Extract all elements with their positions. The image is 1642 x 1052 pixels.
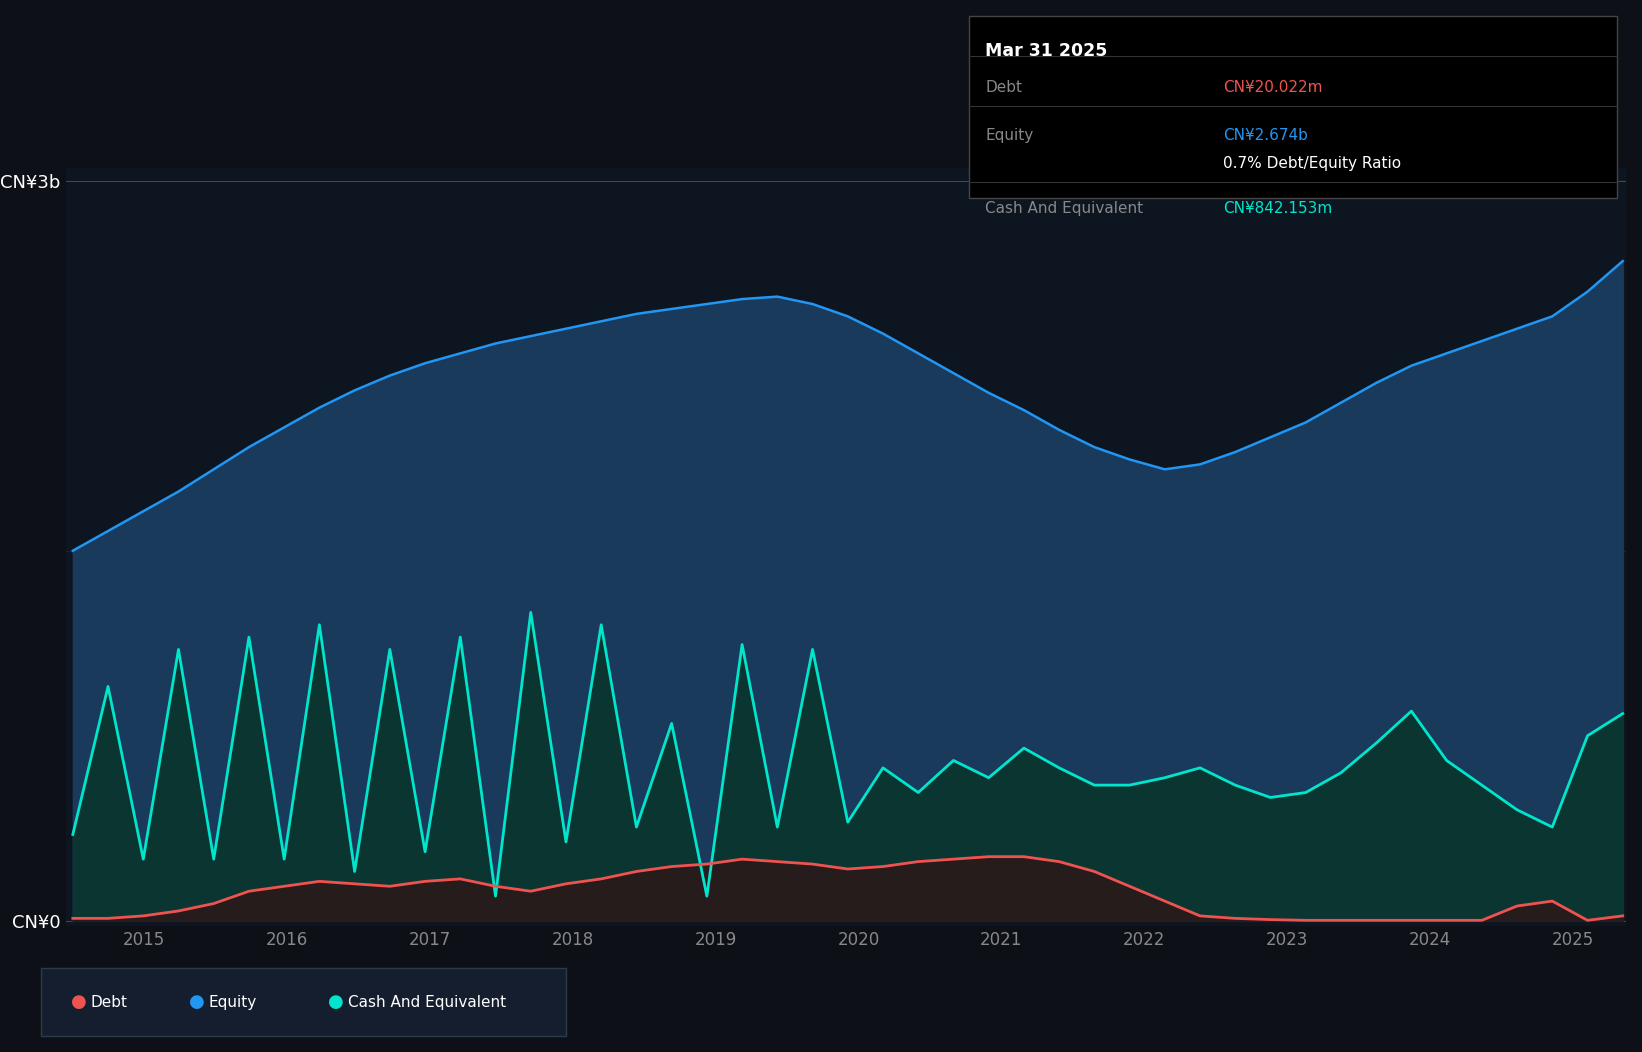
- Text: Equity: Equity: [209, 994, 256, 1010]
- Text: ●: ●: [71, 993, 87, 1011]
- Text: Debt: Debt: [985, 80, 1023, 95]
- Text: Equity: Equity: [985, 128, 1033, 143]
- Text: CN¥2.674b: CN¥2.674b: [1223, 128, 1309, 143]
- Text: Debt: Debt: [90, 994, 128, 1010]
- Text: CN¥842.153m: CN¥842.153m: [1223, 201, 1333, 216]
- Text: Mar 31 2025: Mar 31 2025: [985, 42, 1108, 60]
- Text: ●: ●: [328, 993, 345, 1011]
- Text: Cash And Equivalent: Cash And Equivalent: [348, 994, 506, 1010]
- Text: Cash And Equivalent: Cash And Equivalent: [985, 201, 1143, 216]
- Text: 0.7% Debt/Equity Ratio: 0.7% Debt/Equity Ratio: [1223, 156, 1401, 170]
- Text: CN¥20.022m: CN¥20.022m: [1223, 80, 1323, 95]
- Text: ●: ●: [189, 993, 205, 1011]
